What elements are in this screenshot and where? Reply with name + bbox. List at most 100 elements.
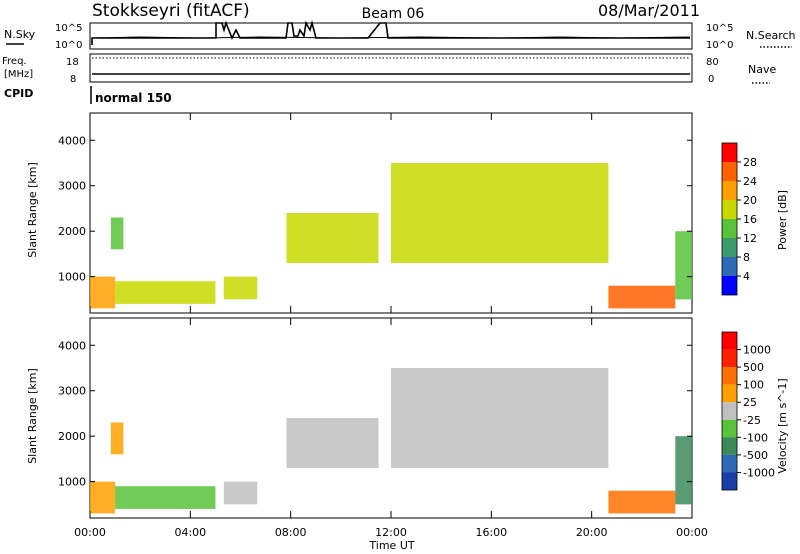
colorbar-tick-label: 16 xyxy=(743,213,757,226)
beam-title: Beam 06 xyxy=(362,6,425,22)
colorbar-tick-label: 100 xyxy=(743,379,764,392)
cpid-label: CPID xyxy=(4,87,33,100)
colorbar-swatch xyxy=(722,162,737,181)
scatter-region xyxy=(90,481,116,514)
power-yticks: 1000 2000 3000 4000 xyxy=(58,134,692,284)
nsky-tick-bottom: 10^0 xyxy=(55,40,82,51)
colorbar-swatch xyxy=(722,238,737,257)
freq-tick-top: 18 xyxy=(66,57,79,68)
nsky-frame xyxy=(89,22,693,50)
colorbar-tick-label: 24 xyxy=(743,175,757,188)
scatter-region xyxy=(608,285,676,309)
nsky-trace xyxy=(91,19,690,45)
colorbar-swatch xyxy=(722,472,737,490)
y-tick-label: 4000 xyxy=(58,134,86,147)
time-axis-label: Time UT xyxy=(368,539,414,552)
x-tick-label: 20:00 xyxy=(576,526,608,539)
freq-frame xyxy=(89,53,693,83)
nave-label: Nave xyxy=(748,63,776,76)
y-tick-label: 2000 xyxy=(58,430,86,443)
scatter-region xyxy=(115,281,216,304)
scatter-region xyxy=(675,231,692,300)
freq-unit: [MHz] xyxy=(4,69,33,80)
time-axis: 00:00 04:00 08:00 12:00 16:00 20:00 00:00 xyxy=(74,113,708,539)
velocity-colorbar: 1000 500 100 25 -25 -100 -500 -1000 xyxy=(721,331,775,491)
power-colorbar-label: Power [dB] xyxy=(776,190,789,250)
colorbar-swatch xyxy=(722,454,737,473)
cpid-strip: CPID normal 150 xyxy=(4,86,172,105)
colorbar-tick-label: 500 xyxy=(743,361,764,374)
freq-label: Freq. xyxy=(2,56,27,67)
nsearch-tick-bottom: 10^0 xyxy=(706,40,733,51)
power-colorbar: 4 8 12 16 20 24 28 xyxy=(721,142,757,296)
scatter-region xyxy=(286,418,379,468)
colorbar-swatch xyxy=(722,181,737,200)
colorbar-swatch xyxy=(722,402,737,420)
colorbar-swatch xyxy=(722,219,737,238)
colorbar-tick-label: -1000 xyxy=(743,466,775,479)
nsky-tick-top: 10^5 xyxy=(55,23,82,34)
colorbar-swatch xyxy=(722,257,737,276)
power-marks xyxy=(90,163,692,309)
freq-tick-bottom: 8 xyxy=(70,74,76,85)
scatter-region xyxy=(90,276,116,309)
station-title: Stokkseyri (fitACF) xyxy=(92,1,250,21)
scatter-region xyxy=(110,422,124,455)
nave-tick-bottom: 0 xyxy=(708,74,714,85)
velocity-ylabel: Slant Range [km] xyxy=(26,368,39,464)
colorbar-tick-label: -500 xyxy=(743,449,768,462)
scatter-region xyxy=(110,217,124,250)
colorbar-frame xyxy=(721,331,738,491)
colorbar-swatch xyxy=(722,349,737,368)
velocity-colorbar-label: Velocity [m s^-1] xyxy=(776,378,789,473)
x-tick-label: 08:00 xyxy=(275,526,307,539)
colorbar-swatch xyxy=(722,200,737,219)
colorbar-tick-label: 28 xyxy=(743,156,757,169)
nave-tick-top: 80 xyxy=(706,57,719,68)
colorbar-tick-label: 4 xyxy=(743,270,750,283)
nsearch-tick-top: 10^5 xyxy=(706,23,733,34)
y-tick-label: 1000 xyxy=(58,476,86,489)
colorbar-tick-label: 12 xyxy=(743,232,757,245)
scatter-region xyxy=(391,368,609,468)
scatter-region xyxy=(223,481,258,505)
power-panel: Slant Range [km] 1000 2000 3000 4000 4 8 12 16… xyxy=(26,112,789,314)
velocity-panel: Slant Range [km] 1000 2000 3000 4000 1000 50… xyxy=(26,317,789,519)
colorbar-swatch xyxy=(722,276,737,295)
colorbar-swatch xyxy=(722,419,737,438)
freq-strip: Freq. [MHz] 18 8 80 0 Nave xyxy=(2,53,776,85)
cpid-mode-text: normal 150 xyxy=(95,91,172,105)
colorbar-tick-label: 20 xyxy=(743,194,757,207)
power-ylabel: Slant Range [km] xyxy=(26,162,39,258)
date-title: 08/Mar/2011 xyxy=(598,1,700,20)
colorbar-swatch xyxy=(722,437,737,455)
x-tick-label: 00:00 xyxy=(676,526,708,539)
y-tick-label: 1000 xyxy=(58,271,86,284)
x-tick-label: 04:00 xyxy=(174,526,206,539)
scatter-region xyxy=(286,213,379,263)
colorbar-swatch xyxy=(722,384,737,403)
colorbar-swatch xyxy=(722,332,737,350)
y-tick-label: 3000 xyxy=(58,385,86,398)
y-tick-label: 4000 xyxy=(58,339,86,352)
scatter-region xyxy=(115,486,216,509)
x-tick-label: 12:00 xyxy=(375,526,407,539)
x-tick-label: 00:00 xyxy=(74,526,106,539)
colorbar-tick-label: -100 xyxy=(743,431,768,444)
y-tick-label: 3000 xyxy=(58,180,86,193)
scatter-region xyxy=(608,490,676,514)
velocity-marks xyxy=(90,368,692,514)
colorbar-swatch xyxy=(722,143,737,162)
scatter-region xyxy=(223,276,258,300)
y-tick-label: 2000 xyxy=(58,225,86,238)
colorbar-swatch xyxy=(722,367,737,385)
colorbar-tick-label: 25 xyxy=(743,396,757,409)
scatter-region xyxy=(391,163,609,263)
nsky-strip: N.Sky 10^5 10^0 10^5 10^0 N.Search xyxy=(4,19,796,51)
colorbar-tick-label: 8 xyxy=(743,251,750,264)
scatter-region xyxy=(675,436,692,505)
nsearch-trace xyxy=(91,36,691,39)
velocity-yticks: 1000 2000 3000 4000 xyxy=(58,339,692,489)
colorbar-tick-label: 1000 xyxy=(743,344,771,357)
